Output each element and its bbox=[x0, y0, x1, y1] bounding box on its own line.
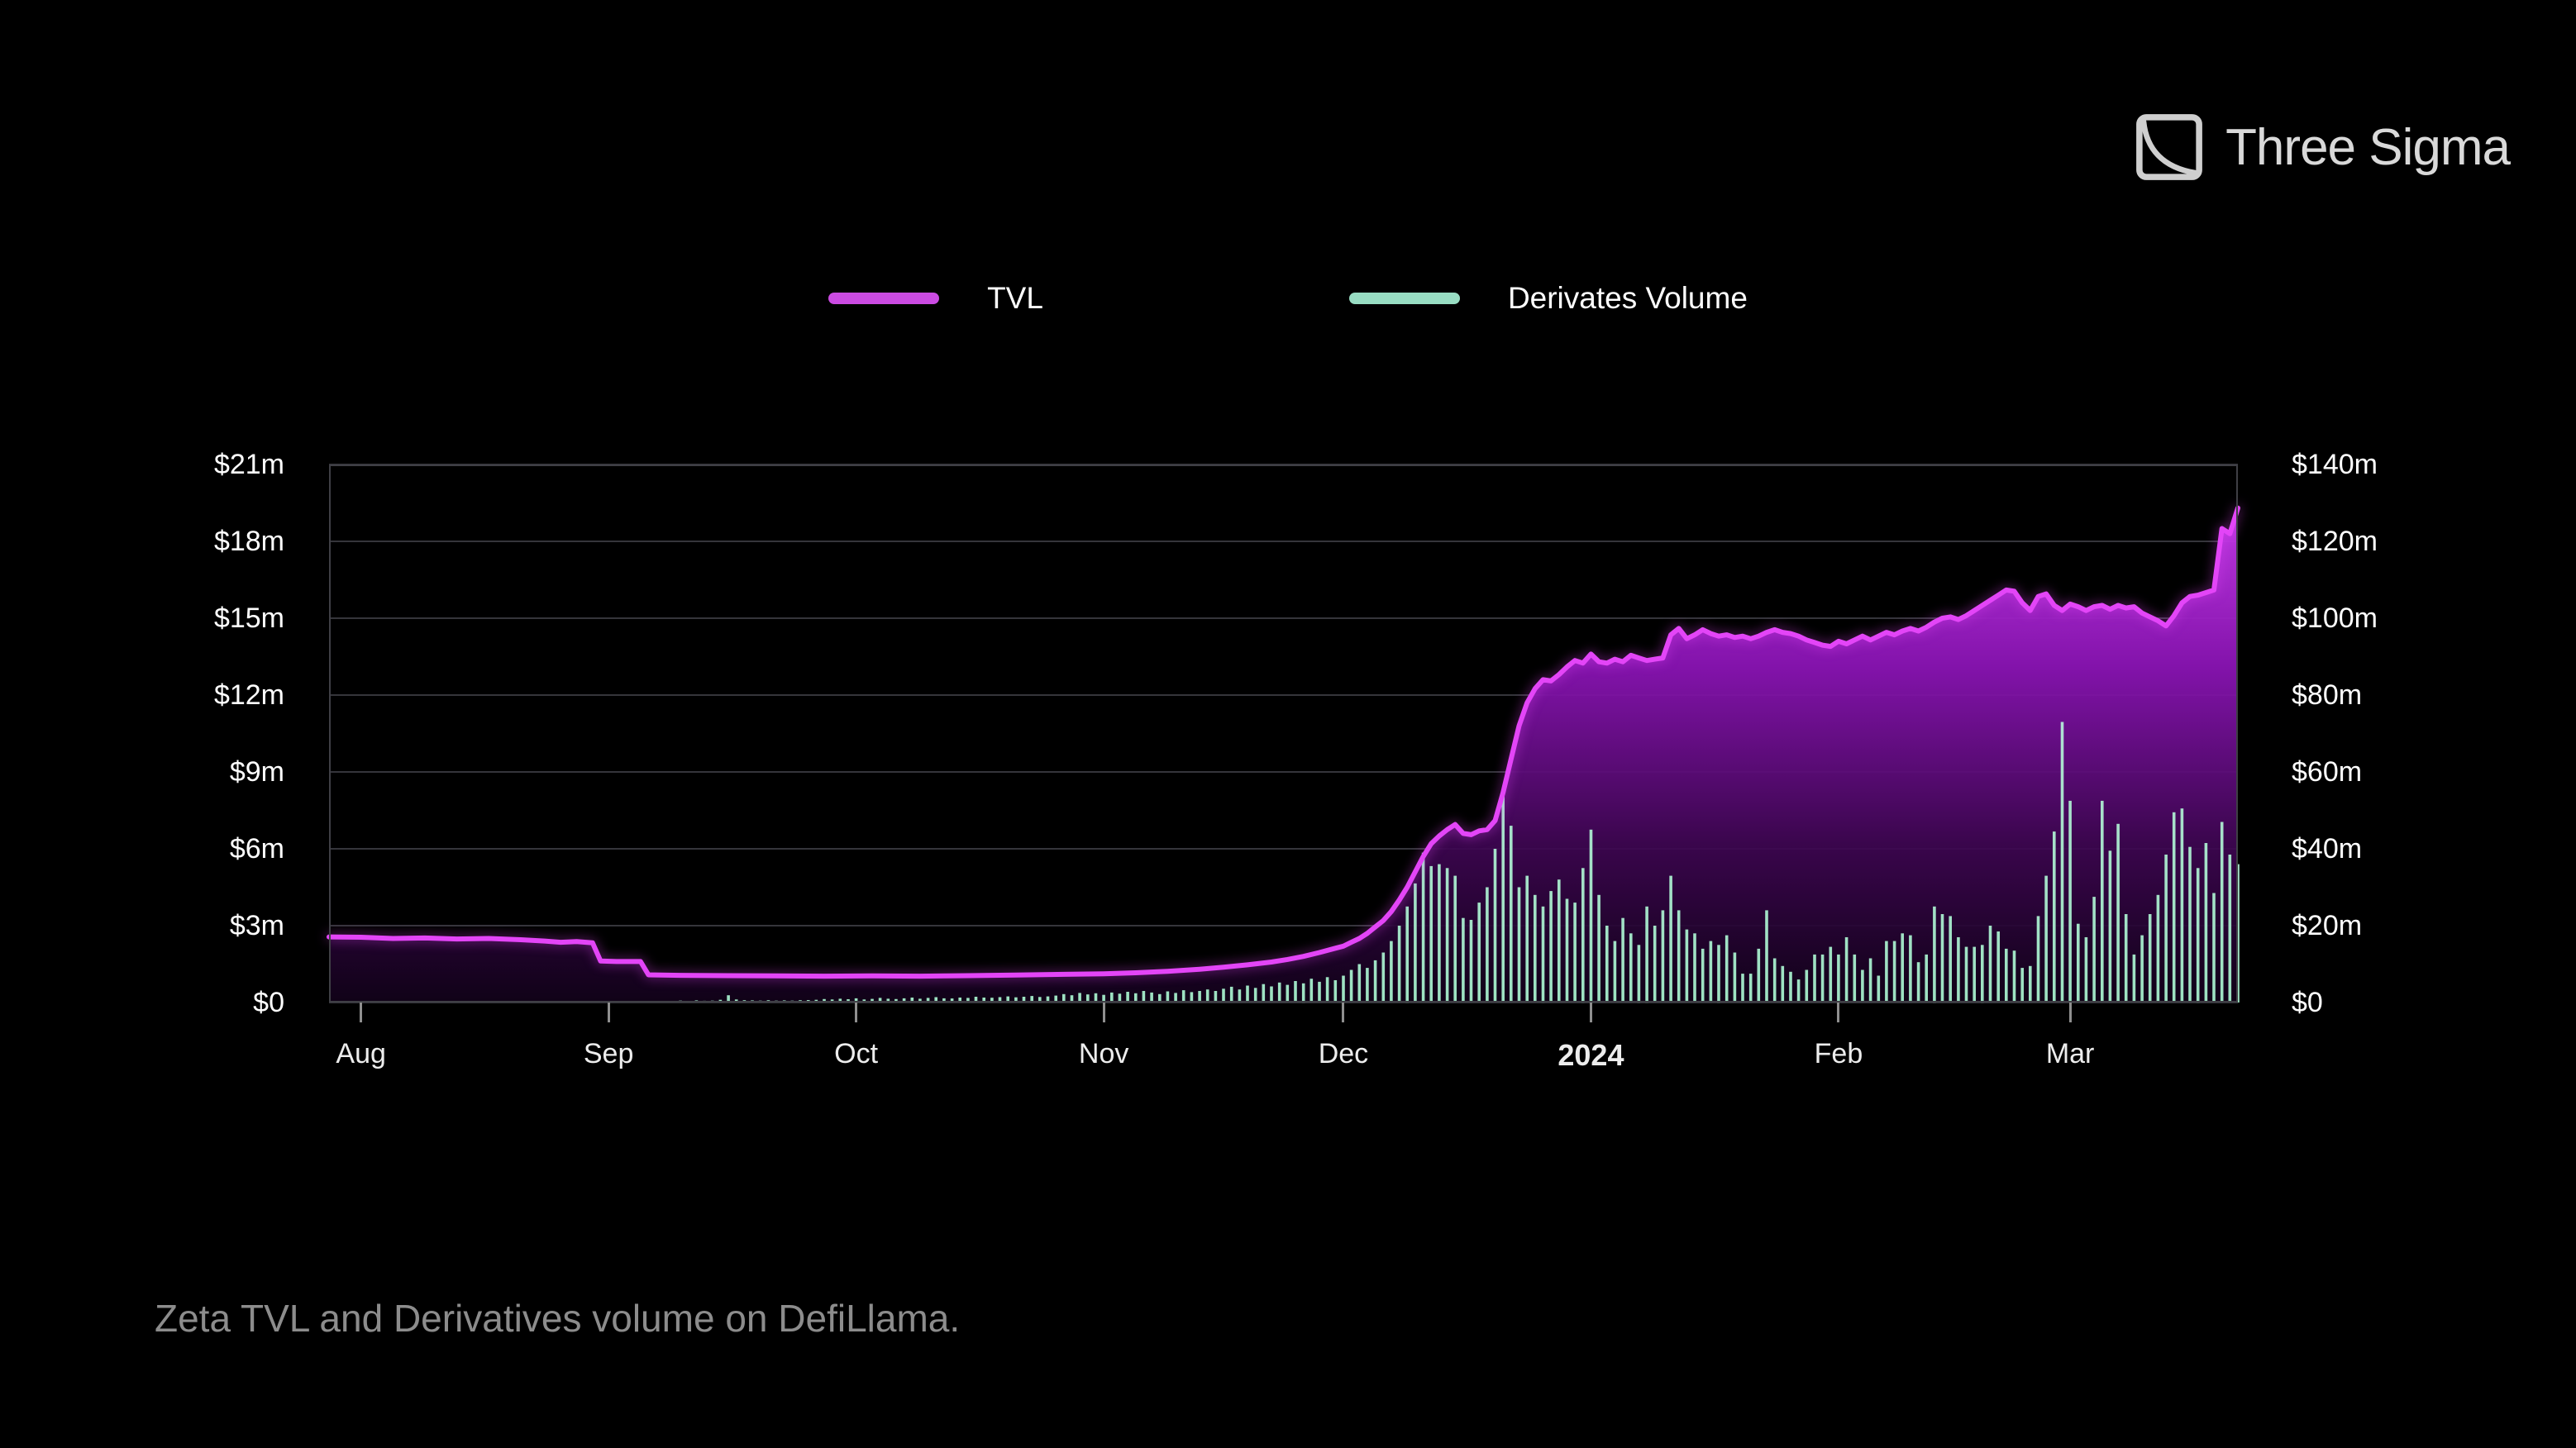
right-axis-tick-label: $20m bbox=[2292, 910, 2363, 941]
month-label-2024: 2024 bbox=[1558, 1038, 1624, 1072]
left-axis-tick-label: $0 bbox=[253, 987, 284, 1018]
right-axis-tick-label: $40m bbox=[2292, 833, 2363, 865]
month-tick bbox=[607, 1003, 610, 1022]
right-axis-tick-label: $100m bbox=[2292, 603, 2378, 634]
right-axis-tick-label: $120m bbox=[2292, 526, 2378, 557]
month-tick bbox=[1342, 1003, 1345, 1022]
month-tick bbox=[1589, 1003, 1592, 1022]
chart-legend: TVL Derivates Volume bbox=[0, 281, 2576, 316]
month-tick bbox=[360, 1003, 363, 1022]
logo-wordmark: Three Sigma bbox=[2225, 118, 2511, 176]
month-tick bbox=[2068, 1003, 2072, 1022]
tvl-legend-label: TVL bbox=[987, 281, 1043, 315]
month-tick bbox=[1837, 1003, 1840, 1022]
left-axis-tick-label: $12m bbox=[213, 679, 284, 711]
month-tick bbox=[855, 1003, 858, 1022]
month-label-aug: Aug bbox=[336, 1038, 386, 1069]
volume-bars bbox=[631, 722, 2240, 1003]
derivatives-volume-legend-label: Derivates Volume bbox=[1507, 281, 1748, 315]
chart-caption: Zeta TVL and Derivatives volume on DefiL… bbox=[155, 1297, 961, 1340]
month-tick bbox=[1102, 1003, 1105, 1022]
tvl-line bbox=[327, 505, 2240, 979]
three-sigma-logo: Three Sigma bbox=[2135, 112, 2511, 182]
tvl-swatch bbox=[828, 293, 940, 304]
month-label-mar: Mar bbox=[2045, 1038, 2095, 1069]
month-label-nov: Nov bbox=[1078, 1038, 1129, 1069]
left-axis-tick-label: $21m bbox=[213, 449, 284, 480]
plot-area bbox=[327, 464, 2240, 1003]
tvl-area bbox=[329, 507, 2238, 1003]
plot-border bbox=[329, 464, 2238, 1003]
left-axis-tick-label: $3m bbox=[229, 910, 284, 941]
derivatives-volume-swatch bbox=[1348, 293, 1460, 304]
left-axis-tick-label: $15m bbox=[213, 603, 284, 634]
left-axis-tick-label: $6m bbox=[229, 833, 284, 865]
right-axis-tick-label: $140m bbox=[2292, 449, 2378, 480]
right-axis-tick-label: $60m bbox=[2292, 756, 2363, 788]
legend-item-derivatives-volume: Derivates Volume bbox=[1348, 281, 1748, 316]
legend-item-tvl: TVL bbox=[828, 281, 1043, 316]
three-sigma-curve-icon bbox=[2135, 112, 2204, 182]
right-axis-tick-label: $80m bbox=[2292, 679, 2363, 711]
right-axis-tick-label: $0 bbox=[2292, 987, 2323, 1018]
left-axis-tick-label: $18m bbox=[213, 526, 284, 557]
left-axis-tick-label: $9m bbox=[229, 756, 284, 788]
month-label-dec: Dec bbox=[1318, 1038, 1369, 1069]
month-label-feb: Feb bbox=[1814, 1038, 1863, 1069]
month-label-oct: Oct bbox=[834, 1038, 879, 1069]
month-label-sep: Sep bbox=[583, 1038, 634, 1069]
